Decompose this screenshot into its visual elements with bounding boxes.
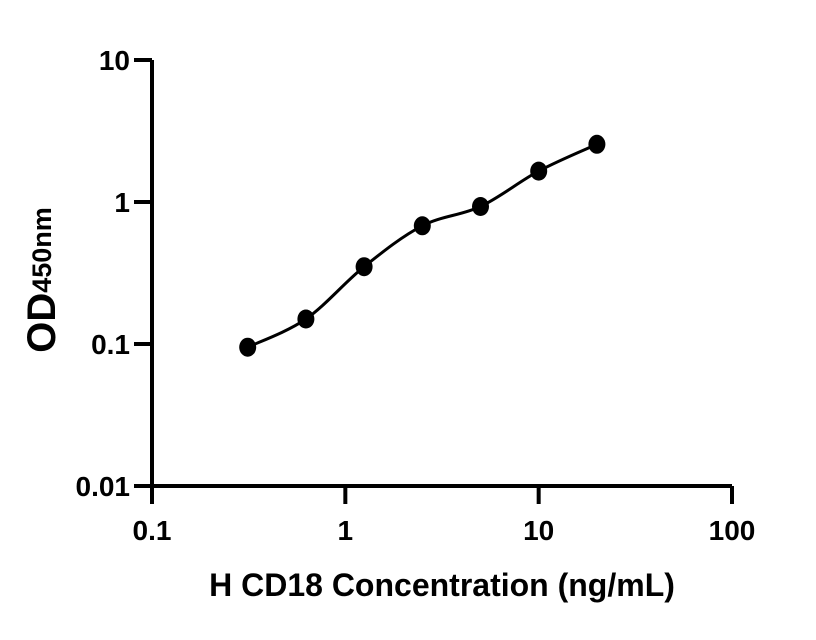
data-point [413, 216, 431, 236]
y-tick-label: 0.1 [91, 329, 130, 360]
data-point [239, 337, 257, 357]
x-tick-label: 1 [338, 515, 354, 546]
x-tick-label: 10 [523, 515, 554, 546]
data-point [355, 257, 373, 277]
x-axis-ticks: 0.1 1 10 100 [133, 486, 756, 546]
x-tick-label: 100 [709, 515, 756, 546]
data-point [472, 197, 489, 216]
data-points [239, 134, 606, 357]
data-point [297, 309, 315, 329]
y-tick-label: 1 [114, 187, 130, 218]
x-axis-title: H CD18 Concentration (ng/mL) [209, 567, 675, 603]
y-axis-ticks: 10 1 0.1 0.01 [76, 45, 152, 502]
data-point [588, 134, 606, 154]
y-tick-label: 10 [99, 45, 130, 76]
y-axis-title-main: OD [20, 292, 64, 353]
y-axis-title-sub: 450nm [27, 207, 57, 293]
data-point [530, 161, 548, 181]
x-tick-label: 0.1 [133, 515, 172, 546]
y-axis-title: OD450nm [20, 207, 64, 353]
y-tick-label: 0.01 [76, 471, 131, 502]
